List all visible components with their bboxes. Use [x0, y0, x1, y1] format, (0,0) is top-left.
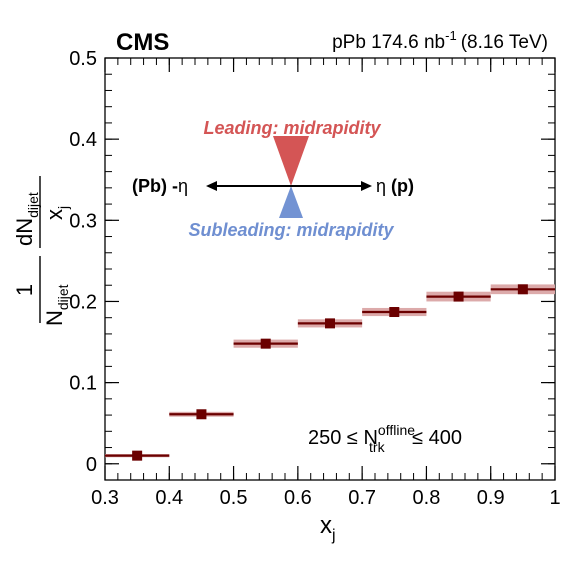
- y-title-den-sub: dijet: [55, 284, 71, 310]
- x-tick-label: 1: [549, 487, 560, 509]
- data-point: [389, 307, 400, 318]
- x-tick-label: 0.6: [284, 487, 312, 509]
- subleading-triangle: [279, 186, 303, 218]
- energy-text: (8.16 TeV): [461, 32, 548, 53]
- cut-suffix: ≤ 400: [407, 427, 462, 449]
- y-tick-label: 0.5: [69, 48, 97, 70]
- y-tick-label: 0.2: [69, 291, 97, 313]
- x-axis-title: xj: [320, 512, 336, 544]
- data-point: [325, 318, 335, 329]
- leading-triangle: [273, 136, 309, 186]
- x-axis-title-sub: j: [331, 527, 336, 544]
- system-text: pPb 174.6 nb: [332, 32, 445, 53]
- axis-ticks: [104, 57, 556, 481]
- arrow-head-right: [361, 181, 372, 191]
- experiment-label: CMS: [116, 29, 169, 56]
- y-tick-labels: 0 0.1 0.2 0.3 0.4 0.5: [69, 48, 97, 476]
- y-title-den-main: N: [42, 310, 67, 326]
- leading-label: Leading: midrapidity: [203, 118, 381, 138]
- data-markers: [132, 284, 528, 461]
- y-title-numden-main: x: [42, 209, 67, 220]
- x-tick-label: 0.3: [91, 487, 119, 509]
- cut-subscript: trk: [369, 439, 386, 455]
- y-tick-label: 0.3: [69, 210, 97, 232]
- y-tick-label: 0.4: [69, 129, 97, 151]
- left-direction-label: (Pb) -η: [132, 176, 188, 196]
- left-dir-text: (Pb) -: [132, 176, 178, 196]
- x-tick-label: 0.5: [220, 487, 248, 509]
- right-direction-label: η (p): [376, 176, 414, 196]
- y-title-num-sub: dijet: [25, 192, 41, 218]
- y-title-den: Ndijet: [42, 284, 71, 326]
- multiplicity-cut-label: 250 ≤ Noffline trk ≤ 400: [308, 422, 462, 455]
- y-title-numden-sub: j: [55, 206, 71, 210]
- y-axis-title: 1 Ndijet dNdijet xj: [12, 176, 71, 326]
- right-dir-text: (p): [391, 176, 414, 196]
- y-title-numden: xj: [42, 206, 71, 220]
- x-tick-label: 0.4: [155, 487, 183, 509]
- y-title-num-main: dN: [12, 218, 37, 246]
- data-point: [132, 450, 143, 461]
- cut-prefix: 250 ≤ N: [308, 427, 378, 449]
- data-point: [453, 291, 464, 302]
- y-title-num: dNdijet: [12, 192, 41, 246]
- cut-superscript: offline: [378, 422, 415, 438]
- system-superscript: -1: [445, 28, 457, 43]
- subleading-label: Subleading: midrapidity: [188, 220, 394, 240]
- data-point: [260, 338, 271, 349]
- x-tick-label: 0.8: [413, 487, 441, 509]
- x-tick-label: 0.7: [348, 487, 376, 509]
- eta-symbol-right: η: [376, 176, 391, 196]
- eta-symbol-left: η: [178, 176, 188, 196]
- x-tick-label: 0.9: [477, 487, 505, 509]
- data-point: [517, 284, 528, 295]
- x-axis-title-main: x: [320, 512, 332, 539]
- y-tick-label: 0: [86, 454, 97, 476]
- x-tick-labels: 0.3 0.4 0.5 0.6 0.7 0.8 0.9 1: [91, 487, 560, 509]
- y-tick-label: 0.1: [69, 373, 97, 395]
- energy-label: pPb 174.6 nb-1 (8.16 TeV): [332, 28, 548, 53]
- arrow-head-left: [206, 181, 217, 191]
- data-point: [196, 409, 207, 420]
- y-title-one: 1: [12, 284, 37, 296]
